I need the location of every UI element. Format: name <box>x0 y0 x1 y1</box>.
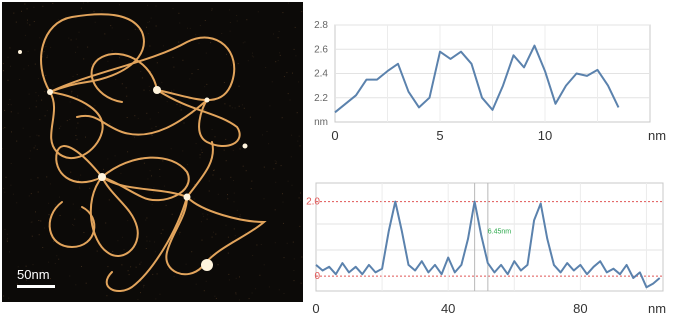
series-line <box>334 44 620 114</box>
series-line <box>315 200 661 289</box>
dna-strand-12 <box>90 52 158 103</box>
dna-strand-9 <box>105 196 188 292</box>
line-chart-2: 0 40 80 nm 2.0 0 6.45nm <box>306 182 666 316</box>
x-tick-label: 80 <box>573 301 587 316</box>
dna-strand-5 <box>55 145 103 184</box>
bright-spot-2 <box>204 97 210 103</box>
afm-image: 50nm <box>2 2 303 302</box>
x-tick-label: 10 <box>538 128 552 143</box>
x-unit-label: nm <box>648 301 666 316</box>
bright-spot-6 <box>242 143 248 149</box>
bright-spot-3 <box>98 173 106 181</box>
scale-bar-label: 50nm <box>17 267 50 282</box>
bright-spot-5 <box>201 259 213 271</box>
bright-spot-4 <box>183 193 191 201</box>
plot-frame <box>315 182 664 292</box>
y-tick-label: 2.8 <box>314 20 328 31</box>
scale-bar <box>17 285 55 288</box>
dna-strand-6 <box>101 156 190 202</box>
afm-image-drawing <box>2 2 303 301</box>
x-tick-label: 0 <box>312 301 319 316</box>
x-tick-label: 40 <box>441 301 455 316</box>
dna-strand-1 <box>49 91 104 159</box>
peak-distance-annotation: 6.45nm <box>488 228 512 235</box>
dna-strand-0 <box>40 13 145 93</box>
bright-spot-1 <box>153 86 161 94</box>
y-tick-label: 2.6 <box>314 44 328 55</box>
y-tick-label: 0 <box>314 271 320 282</box>
bright-spot-0 <box>47 89 53 95</box>
dna-strand-4 <box>76 99 208 136</box>
bright-spot-7 <box>18 50 22 54</box>
x-tick-label: 0 <box>331 128 338 143</box>
x-unit-label: nm <box>648 128 666 143</box>
line-chart-1: 0 5 10 nm 2.8 2.6 2.4 2.2 nm <box>314 20 666 143</box>
y-tick-label: 2.2 <box>314 93 328 104</box>
dna-strand-11 <box>48 201 96 249</box>
y-tick-label: 2.4 <box>314 69 328 80</box>
y-tick-label: 2.0 <box>306 197 320 208</box>
y-unit-label: nm <box>314 117 328 128</box>
x-tick-label: 5 <box>436 128 443 143</box>
